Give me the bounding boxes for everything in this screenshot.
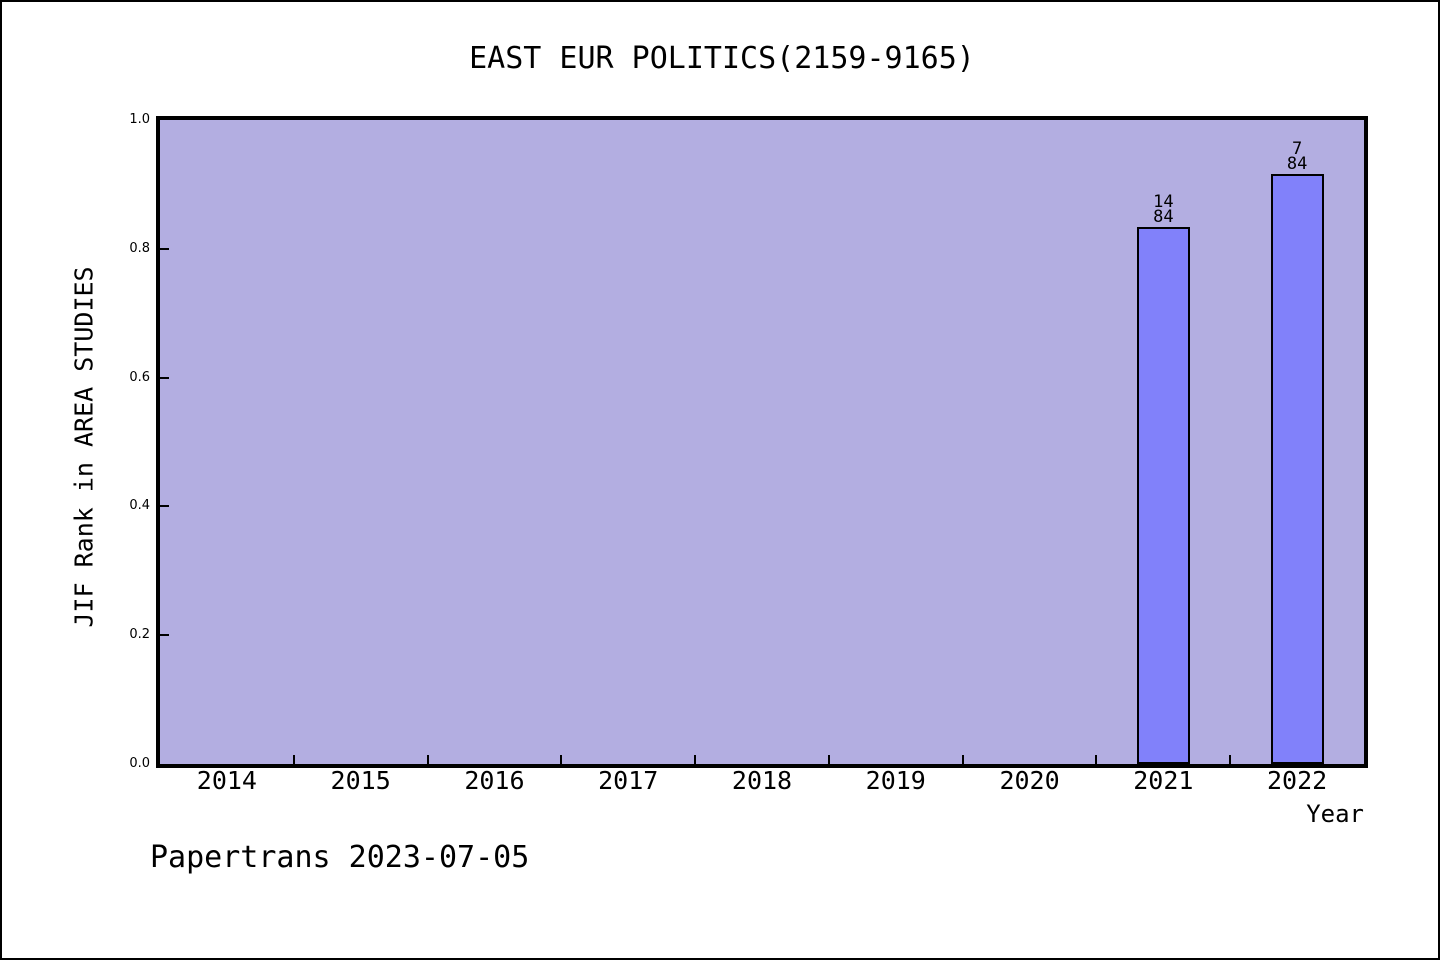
bar-rank-value: 14 bbox=[1153, 192, 1174, 213]
x-axis-label: Year bbox=[1306, 800, 1364, 828]
x-tick-label: 2019 bbox=[865, 766, 926, 795]
bar-rank-value: 7 bbox=[1291, 138, 1303, 159]
x-tick-mark bbox=[1229, 755, 1232, 764]
footer-text: Papertrans 2023-07-05 bbox=[150, 840, 530, 875]
y-axis-label: JIF Rank in AREA STUDIES bbox=[69, 266, 99, 628]
x-tick-mark bbox=[827, 755, 830, 764]
y-tick-mark bbox=[160, 505, 169, 508]
bar-value-label: 7 84 bbox=[1286, 138, 1308, 174]
x-tick-mark bbox=[961, 755, 964, 764]
bar-total-value: 84 bbox=[1153, 207, 1174, 228]
x-tick-mark bbox=[694, 755, 697, 764]
x-tick-label: 2016 bbox=[464, 766, 525, 795]
x-tick-mark bbox=[292, 755, 295, 764]
bar bbox=[1136, 227, 1190, 764]
x-tick-label: 2018 bbox=[731, 766, 793, 795]
y-tick-label: 0.0 bbox=[129, 756, 150, 771]
chart-title: EAST EUR POLITICS(2159-9165) bbox=[469, 41, 975, 76]
y-tick-label: 0.2 bbox=[129, 627, 150, 643]
y-tick-label: 0.6 bbox=[129, 369, 150, 385]
y-tick-mark bbox=[160, 634, 169, 637]
x-tick-label: 2020 bbox=[999, 766, 1060, 795]
x-tick-label: 2015 bbox=[330, 766, 391, 795]
bar-total-value: 84 bbox=[1286, 153, 1308, 174]
y-tick-mark bbox=[160, 247, 169, 250]
plot-area: 14 84 7 84 bbox=[156, 116, 1368, 768]
x-tick-label: 2021 bbox=[1133, 766, 1194, 795]
y-tick-label: 1.0 bbox=[129, 112, 150, 127]
bar bbox=[1270, 173, 1324, 764]
bar-value-label: 14 84 bbox=[1153, 192, 1174, 228]
x-tick-mark bbox=[560, 755, 563, 764]
y-tick-mark bbox=[160, 376, 169, 379]
x-tick-label: 2017 bbox=[598, 766, 659, 795]
x-tick-mark bbox=[1095, 755, 1098, 764]
y-tick-label: 0.8 bbox=[129, 240, 150, 256]
x-tick-label: 2022 bbox=[1267, 766, 1328, 795]
x-tick-mark bbox=[426, 755, 429, 764]
x-tick-label: 2014 bbox=[196, 766, 257, 795]
y-tick-label: 0.4 bbox=[129, 498, 150, 514]
